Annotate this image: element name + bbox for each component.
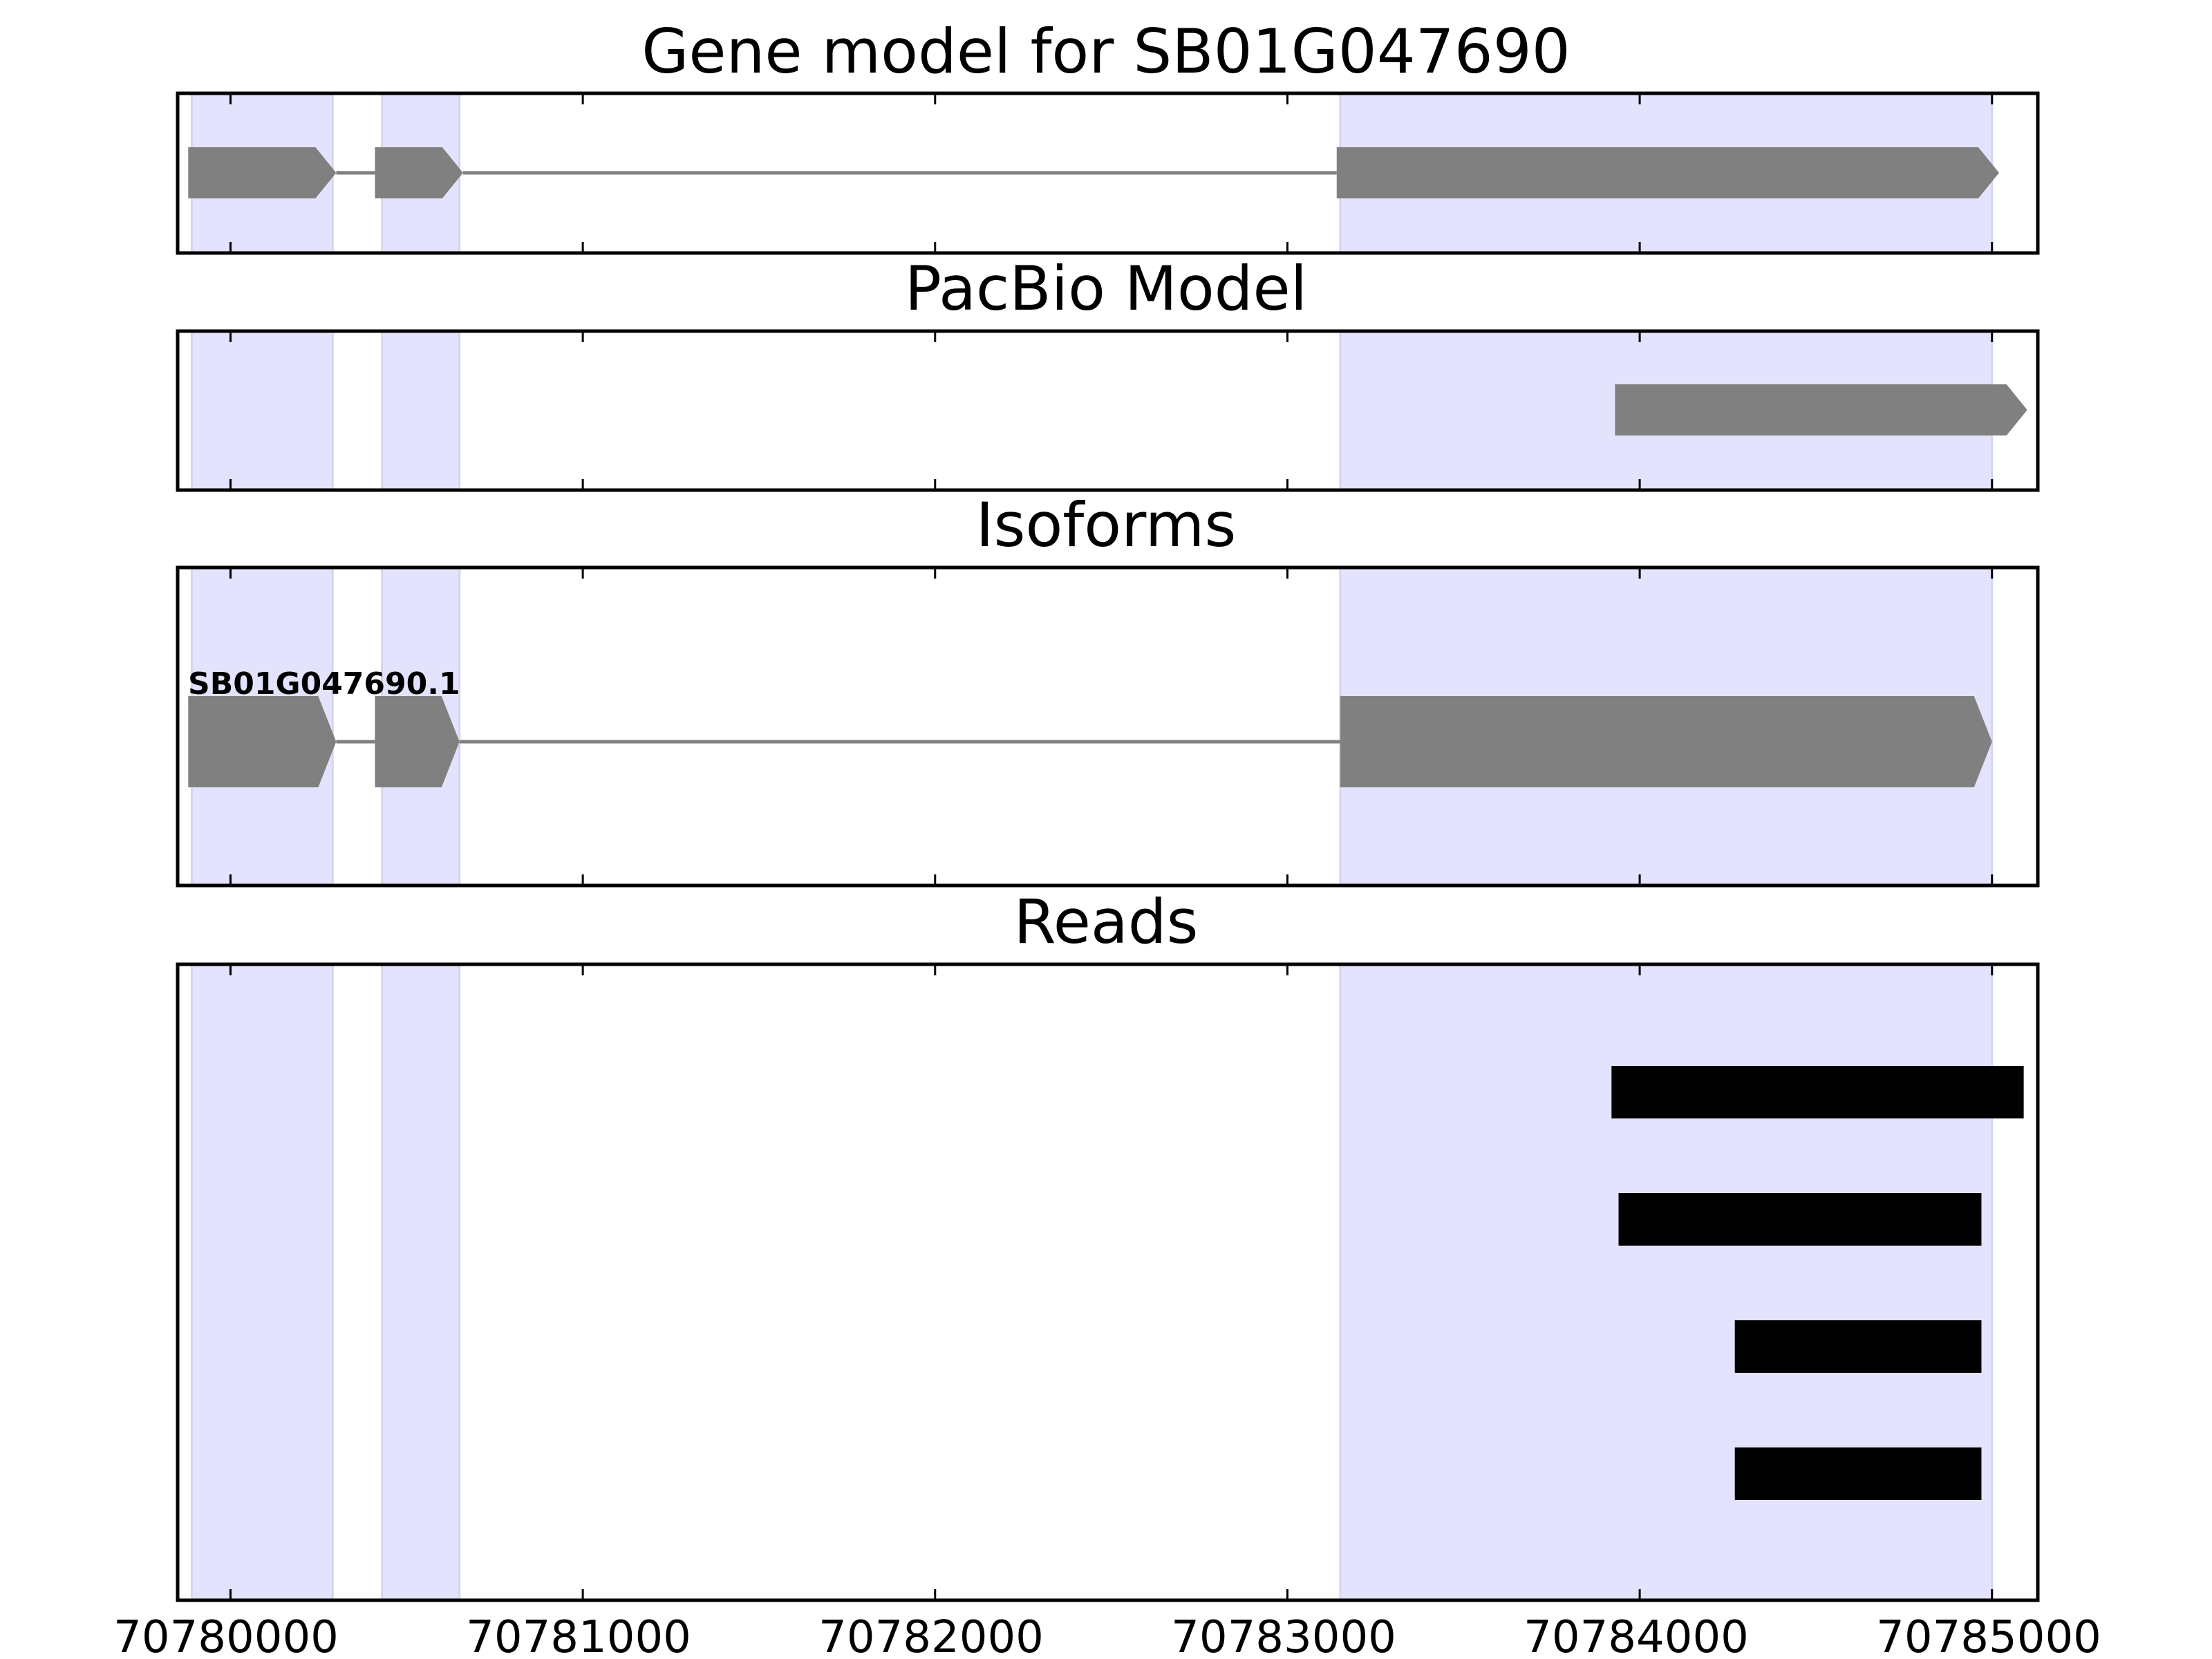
pacbio-panel bbox=[176, 329, 2040, 492]
highlight-region bbox=[190, 963, 334, 1602]
gene-model-title: Gene model for SB01G047690 bbox=[641, 16, 1571, 87]
x-tick-label: 70782000 bbox=[818, 1612, 1044, 1659]
gene-model-marks bbox=[188, 147, 1999, 198]
reads-panel bbox=[176, 962, 2040, 1602]
isoform-label: SB01G047690.1 bbox=[188, 666, 460, 702]
read-bar bbox=[1618, 1193, 1982, 1246]
read-bar bbox=[1611, 1066, 2024, 1118]
gene-model-axes bbox=[176, 91, 2040, 255]
reads-highlights bbox=[190, 963, 1994, 1602]
reads-title: Reads bbox=[1014, 886, 1199, 957]
x-tick-label: 70783000 bbox=[1171, 1612, 1396, 1659]
gene-model-panel bbox=[176, 91, 2040, 255]
x-tick-label: 70784000 bbox=[1524, 1612, 1749, 1659]
highlight-region bbox=[1339, 963, 1994, 1602]
pacbio-axes bbox=[176, 329, 2040, 492]
highlight-region bbox=[381, 330, 461, 491]
highlight-region bbox=[190, 330, 334, 491]
isoforms-axes bbox=[176, 565, 2040, 888]
reads-ticks bbox=[229, 964, 1994, 1600]
isoforms-marks bbox=[188, 696, 1992, 787]
pacbio-ticks bbox=[229, 331, 1994, 490]
reads-axes bbox=[176, 962, 2040, 1602]
x-tick-label: 70781000 bbox=[466, 1612, 691, 1659]
exon-block bbox=[188, 147, 337, 198]
exon-block bbox=[188, 696, 337, 787]
exon-block bbox=[375, 147, 463, 198]
isoforms-title: Isoforms bbox=[976, 489, 1237, 561]
highlight-region bbox=[381, 963, 461, 1602]
isoforms-panel: SB01G047690.1 bbox=[176, 565, 2040, 888]
isoforms-ticks bbox=[229, 568, 1994, 885]
pacbio-title: PacBio Model bbox=[905, 253, 1307, 324]
read-bar bbox=[1734, 1320, 1982, 1373]
x-tick-labels: 70780000 70781000 70782000 70783000 7078… bbox=[113, 1612, 2101, 1659]
pacbio-marks bbox=[1615, 384, 2027, 435]
x-tick-label: 70780000 bbox=[113, 1612, 339, 1659]
exon-block bbox=[1336, 147, 1999, 198]
x-tick-label: 70785000 bbox=[1876, 1612, 2101, 1659]
exon-block bbox=[1615, 384, 2027, 435]
exon-block bbox=[1340, 696, 1992, 787]
gene-model-ticks bbox=[229, 93, 1994, 253]
read-bar bbox=[1734, 1447, 1982, 1500]
exon-block bbox=[375, 696, 460, 787]
reads-marks bbox=[1611, 1066, 2024, 1500]
